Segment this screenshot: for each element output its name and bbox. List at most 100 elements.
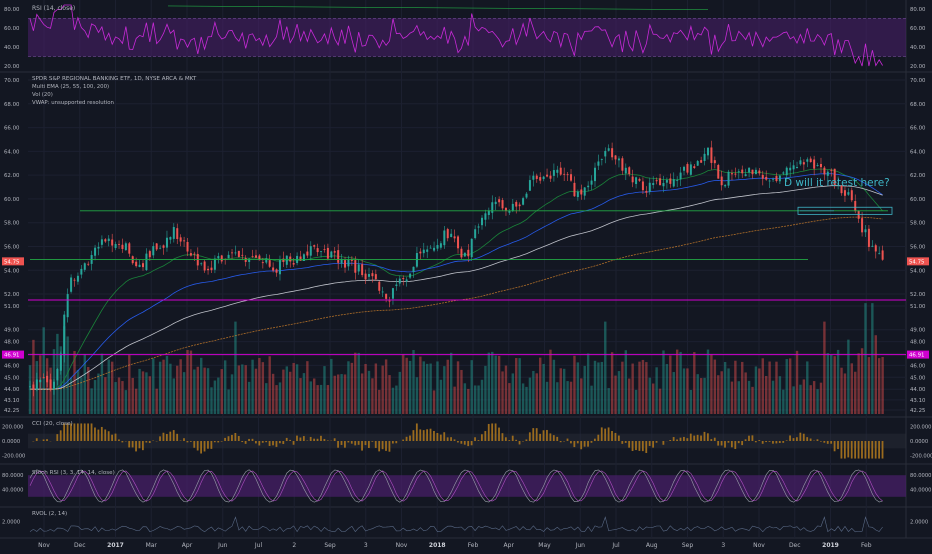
stoch-band xyxy=(28,475,906,497)
cci-bar xyxy=(159,436,161,441)
x-tick-label: Nov xyxy=(38,542,50,549)
volume-bar xyxy=(77,370,79,414)
candle-body xyxy=(128,243,130,253)
cci-bar xyxy=(642,441,644,451)
candle-body xyxy=(50,379,52,388)
volume-bar xyxy=(292,363,294,414)
volume-bar xyxy=(197,367,199,414)
candle-body xyxy=(478,226,480,227)
candle-body xyxy=(447,229,449,238)
candle-body xyxy=(450,234,452,237)
stoch-axis-tick: 40.0000 xyxy=(910,488,931,494)
rvol-axis-tick-left: 2.0000 xyxy=(2,519,20,525)
cci-bar xyxy=(871,441,873,459)
volume-bar xyxy=(388,375,390,414)
cci-bar xyxy=(87,423,89,441)
candle-body xyxy=(536,176,538,179)
cci-bar xyxy=(409,436,411,441)
cci-bar xyxy=(111,435,113,441)
candle-body xyxy=(464,253,466,257)
volume-bar xyxy=(810,385,812,414)
cci-bar xyxy=(793,438,795,441)
volume-bar xyxy=(560,368,562,414)
candle-body xyxy=(775,176,777,181)
rvol-axis-tick: 2.0000 xyxy=(910,519,928,525)
volume-bar xyxy=(217,378,219,414)
cci-bar xyxy=(135,441,137,451)
cci-bar xyxy=(74,423,76,441)
candle-body xyxy=(255,255,257,257)
stoch-axis-tick-left: 40.0000 xyxy=(2,488,23,494)
cci-bar xyxy=(875,441,877,459)
volume-bar xyxy=(864,303,866,414)
rsi-axis-tick: 20.00 xyxy=(910,64,926,70)
rvol-title: RVOL (2, 14) xyxy=(32,511,67,517)
volume-bar xyxy=(792,386,794,414)
volume-bar xyxy=(214,381,216,414)
candle-body xyxy=(426,249,428,251)
candle-body xyxy=(580,189,582,194)
cci-axis-tick-left: 200.000 xyxy=(2,424,23,430)
candle-body xyxy=(118,244,120,245)
cci-bar xyxy=(323,439,325,441)
candle-body xyxy=(402,278,404,279)
volume-bar xyxy=(412,350,414,414)
candle-body xyxy=(549,176,551,179)
volume-bar xyxy=(714,360,716,414)
candle-body xyxy=(611,148,613,157)
volume-bar xyxy=(768,362,770,414)
candle-body xyxy=(868,229,870,247)
candle-body xyxy=(491,202,493,213)
cci-bar xyxy=(673,437,675,441)
volume-bar xyxy=(87,367,89,414)
volume-bar xyxy=(611,352,613,414)
volume-bar xyxy=(686,368,688,414)
volume-bar xyxy=(539,358,541,414)
volume-bar xyxy=(385,359,387,414)
candle-body xyxy=(276,269,278,272)
candle-body xyxy=(686,164,688,173)
candle-body xyxy=(286,256,288,265)
cci-bar xyxy=(313,439,315,441)
price-axis-tick: 42.25 xyxy=(910,408,925,414)
volume-bar xyxy=(275,385,277,414)
annotation-text[interactable]: D will it retest here? xyxy=(784,177,890,189)
cci-bar xyxy=(560,441,562,442)
cci-bar xyxy=(621,441,623,444)
candle-body xyxy=(560,168,562,175)
volume-bar xyxy=(690,390,692,414)
volume-bar xyxy=(429,364,431,414)
candle-body xyxy=(659,178,661,185)
volume-bar xyxy=(299,378,301,414)
cci-bar xyxy=(810,439,812,441)
volume-bar xyxy=(173,378,175,414)
price-axis-tick: 45.00 xyxy=(910,375,926,381)
volume-bar xyxy=(183,372,185,414)
cci-axis-tick-left: -200.000 xyxy=(2,454,25,460)
candle-body xyxy=(481,218,483,225)
cci-title: CCI (20, close) xyxy=(32,421,73,427)
volume-bar xyxy=(142,371,144,414)
candle-body xyxy=(320,251,322,252)
candle-body xyxy=(728,172,730,186)
candle-body xyxy=(649,183,651,192)
volume-bar xyxy=(659,389,661,414)
candle-body xyxy=(532,176,534,180)
cci-bar xyxy=(187,441,189,442)
candle-body xyxy=(430,248,432,249)
candle-body xyxy=(748,168,750,173)
volume-bar xyxy=(125,390,127,414)
x-tick-label: Nov xyxy=(396,542,408,549)
study-ema-label: Multi EMA (25, 55, 100, 200) xyxy=(32,84,109,90)
cci-bar xyxy=(365,441,367,445)
volume-bar xyxy=(262,362,264,414)
volume-bar xyxy=(310,381,312,414)
cci-axis-tick: 200.000 xyxy=(910,424,931,430)
price-axis-tick: 70.00 xyxy=(910,78,926,84)
price-axis-tick: 60.00 xyxy=(910,197,926,203)
candle-body xyxy=(779,176,781,182)
candle-body xyxy=(460,249,462,258)
candle-body xyxy=(625,168,627,173)
